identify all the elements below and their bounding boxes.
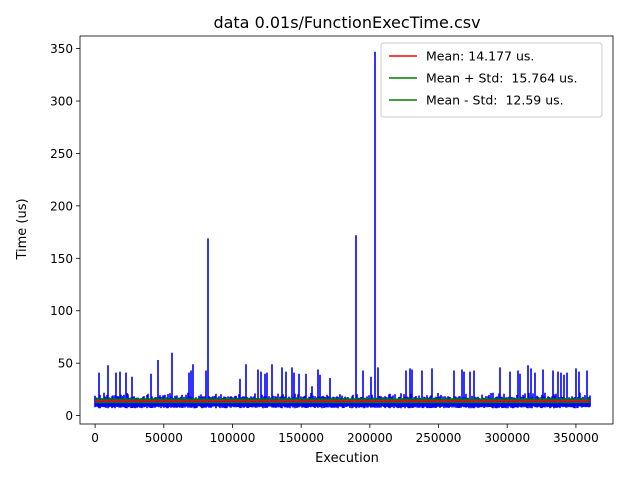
y-tick-label: 300: [50, 95, 73, 109]
y-tick-label: 250: [50, 147, 73, 161]
x-tick-label: 0: [91, 431, 99, 445]
y-tick-label: 200: [50, 199, 73, 213]
y-tick-label: 100: [50, 304, 73, 318]
legend-label: Mean: 14.177 us.: [426, 49, 534, 64]
data-layer: [94, 51, 591, 409]
x-tick-label: 250000: [416, 431, 462, 445]
legend-label: Mean + Std: 15.764 us.: [426, 71, 578, 86]
y-tick-label: 50: [58, 357, 73, 371]
x-tick-label: 300000: [484, 431, 530, 445]
legend-box: [380, 42, 603, 118]
x-tick-label: 200000: [347, 431, 393, 445]
axes-frame: [79, 35, 614, 425]
chart-title: data 0.01s/FunctionExecTime.csv: [213, 13, 480, 32]
x-axis-label: Execution: [315, 451, 379, 466]
x-tick-label: 150000: [278, 431, 324, 445]
legend-label: Mean - Std: 12.59 us.: [426, 93, 564, 108]
axes: 0 50000 100000 150000 200000 250000 300000 3500…: [50, 35, 614, 445]
y-tick-label: 350: [50, 42, 73, 56]
legend: Mean: 14.177 us. Mean + Std: 15.764 us. Me…: [380, 42, 603, 118]
x-tick-label: 50000: [145, 431, 183, 445]
x-tick-label: 350000: [553, 431, 599, 445]
x-tick-label: 100000: [210, 431, 256, 445]
y-axis-label: Time (us): [15, 198, 30, 260]
y-tick-label: 0: [65, 409, 73, 423]
y-tick-label: 150: [50, 252, 73, 266]
plot-area: [94, 51, 591, 409]
